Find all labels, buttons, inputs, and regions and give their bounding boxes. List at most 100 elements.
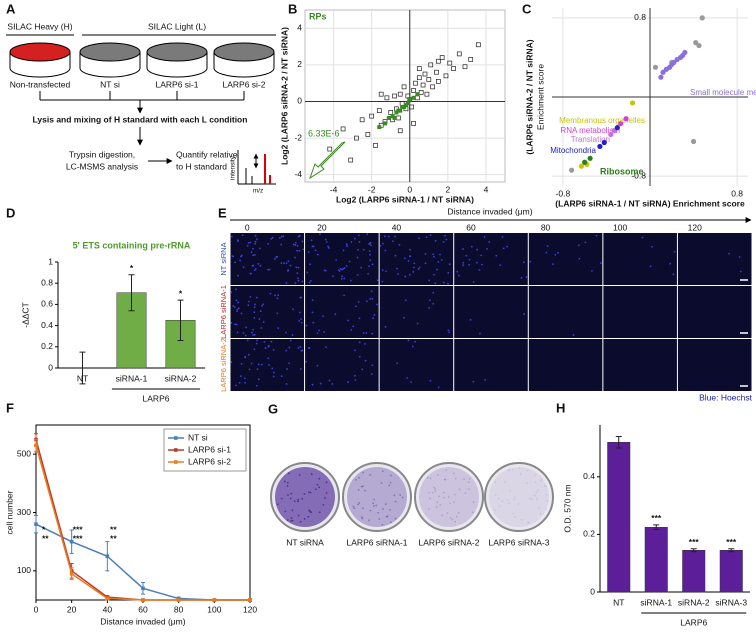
stain-speck — [399, 494, 402, 496]
nucleus — [365, 300, 368, 303]
point — [398, 108, 403, 113]
nucleus — [276, 255, 279, 258]
series-label: Mitochondria — [550, 146, 596, 155]
point — [416, 66, 422, 71]
point — [348, 157, 354, 163]
y-axis-label: (LARP6 siRNA-2 / NT siRNA) — [524, 39, 534, 154]
nucleus — [651, 245, 653, 248]
nucleus — [350, 241, 353, 243]
nucleus — [437, 386, 440, 389]
stain-speck — [386, 515, 389, 518]
stain-speck — [357, 488, 360, 491]
point — [434, 69, 439, 75]
stain-speck — [443, 478, 446, 481]
y-tick-label: 4 — [297, 23, 302, 33]
nucleus — [300, 349, 303, 352]
stain-speck — [446, 512, 449, 515]
nucleus — [368, 265, 371, 268]
stain-speck — [303, 493, 306, 495]
stain-speck — [508, 502, 511, 505]
point — [359, 117, 365, 123]
point — [397, 128, 403, 134]
nucleus — [382, 242, 384, 245]
nucleus — [404, 299, 407, 302]
point — [618, 121, 624, 127]
stain-speck — [428, 491, 431, 494]
x-tick-label: 40 — [103, 604, 113, 614]
nucleus — [302, 248, 305, 251]
stain-speck — [544, 484, 546, 487]
stain-speck — [372, 505, 375, 507]
nucleus — [409, 255, 412, 258]
point — [422, 71, 428, 77]
nucleus — [738, 256, 741, 258]
panel-a: A SILAC Heavy (H) SILAC Light (L) Non-tr… — [6, 1, 276, 195]
stain-speck — [284, 510, 287, 513]
significance: ** — [110, 524, 117, 534]
stain-speck — [393, 494, 396, 497]
y-tick-label: 0.8 — [634, 12, 646, 22]
legend-label: LARP6 si-1 — [188, 444, 231, 454]
point — [376, 108, 382, 113]
nucleus — [267, 357, 270, 360]
stain-speck — [453, 493, 456, 496]
nucleus — [439, 253, 441, 256]
nucleus — [273, 258, 276, 260]
nucleus — [462, 261, 465, 264]
nucleus — [267, 242, 270, 245]
nucleus — [520, 276, 523, 279]
panel-g: G NT siRNA LARP6 siRNA-1 LARP6 siRNA-2 LARP… — [268, 401, 554, 547]
nucleus — [413, 262, 416, 265]
nucleus — [230, 291, 233, 294]
axis-label: m/z — [253, 188, 263, 195]
significance: * — [179, 288, 183, 298]
nucleus — [296, 249, 298, 252]
stain-speck — [468, 478, 471, 480]
point — [105, 596, 110, 601]
nucleus — [728, 252, 730, 255]
nucleus — [352, 325, 355, 328]
point — [608, 131, 614, 138]
nucleus — [243, 377, 246, 380]
nucleus — [362, 248, 365, 251]
stain-speck — [432, 486, 435, 489]
bar — [682, 550, 706, 593]
stain-speck — [309, 510, 312, 513]
stain-speck — [535, 491, 538, 494]
nucleus — [476, 248, 479, 251]
nucleus — [348, 260, 351, 263]
error-bar — [128, 274, 135, 312]
y-tick-label: 0.4 — [583, 471, 595, 481]
nucleus — [246, 244, 249, 247]
nucleus — [545, 251, 548, 254]
x-tick-label: 100 — [207, 604, 221, 614]
stain-speck — [297, 498, 300, 501]
nucleus — [432, 302, 435, 305]
nucleus — [357, 234, 360, 237]
x-tick-label: 120 — [243, 604, 257, 614]
nucleus — [299, 296, 302, 299]
point — [418, 89, 424, 95]
stain-speck — [367, 519, 370, 522]
stain-speck — [318, 486, 321, 489]
nucleus — [235, 384, 237, 387]
point — [629, 100, 636, 106]
nucleus — [506, 245, 509, 248]
point — [413, 80, 418, 86]
point — [141, 598, 145, 602]
stain-speck — [389, 521, 392, 524]
stain-speck — [454, 520, 457, 523]
nucleus — [308, 281, 311, 284]
stain-speck — [453, 501, 455, 504]
nucleus — [314, 249, 317, 252]
dish-label: LARP6 siRNA-2 — [419, 537, 480, 547]
stain-speck — [429, 477, 432, 480]
significance: ** — [110, 533, 117, 543]
stain-speck — [494, 509, 496, 512]
stain-speck — [517, 503, 520, 506]
axis-label: Distance invaded (μm) — [447, 206, 532, 216]
nucleus — [554, 253, 557, 256]
nucleus — [428, 299, 431, 302]
micrograph — [677, 233, 752, 285]
y-axis-label: cell number — [4, 490, 14, 534]
